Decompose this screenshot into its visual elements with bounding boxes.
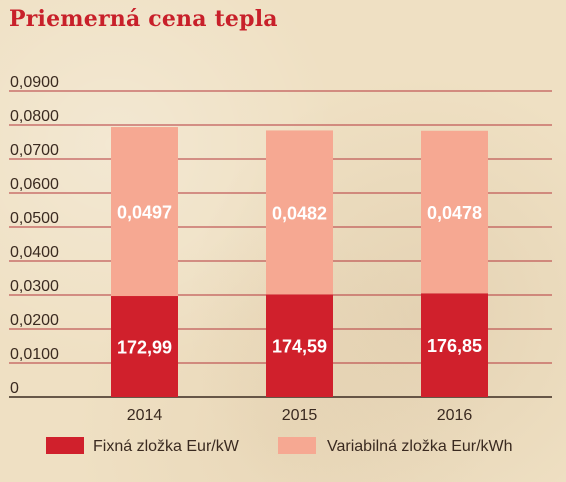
y-tick-label: 0,0300 [10,278,59,295]
chart-title: Priemerná cena tepla [9,6,278,32]
bars: 172,99 0,0497 174,59 0,0482 176,85 0,0478 [111,127,488,397]
bar-fixed-2015 [266,294,333,397]
bar-variable-2015 [266,130,333,295]
x-axis-ticks: 2014 2015 2016 [127,407,473,424]
x-tick-label: 2016 [437,407,473,424]
y-tick-label: 0,0800 [10,108,59,125]
y-tick-label: 0 [10,380,19,397]
bar-variable-2014 [111,127,178,297]
legend-label: Fixná zložka Eur/kW [93,438,240,455]
bar-fixed-2016 [421,293,488,397]
y-axis-ticks: 0 0,0100 0,0200 0,0300 0,0400 0,0500 0,0600 0,0… [10,74,59,397]
y-tick-label: 0,0700 [10,142,59,159]
bar-label-variable: 0,0482 [272,203,327,223]
x-tick-label: 2014 [127,407,163,424]
bar-label-fixed: 176,85 [427,336,482,356]
y-tick-label: 0,0900 [10,74,59,91]
y-tick-label: 0,0500 [10,210,59,227]
y-tick-label: 0,0400 [10,244,59,261]
bar-variable-2016 [421,130,488,294]
legend: Fixná zložka Eur/kW Variabilná zložka Eur… [46,437,513,455]
y-tick-label: 0,0600 [10,176,59,193]
bar-label-fixed: 172,99 [117,338,172,358]
legend-label: Variabilná zložka Eur/kWh [327,438,513,455]
bar-label-fixed: 174,59 [272,337,327,357]
legend-swatch [46,437,84,454]
y-tick-label: 0,0200 [10,312,59,329]
y-tick-label: 0,0100 [10,346,59,363]
bar-label-variable: 0,0497 [117,203,172,223]
x-tick-label: 2015 [282,407,318,424]
bar-label-variable: 0,0478 [427,203,482,223]
bar-fixed-2014 [111,296,178,397]
legend-swatch [278,437,316,454]
